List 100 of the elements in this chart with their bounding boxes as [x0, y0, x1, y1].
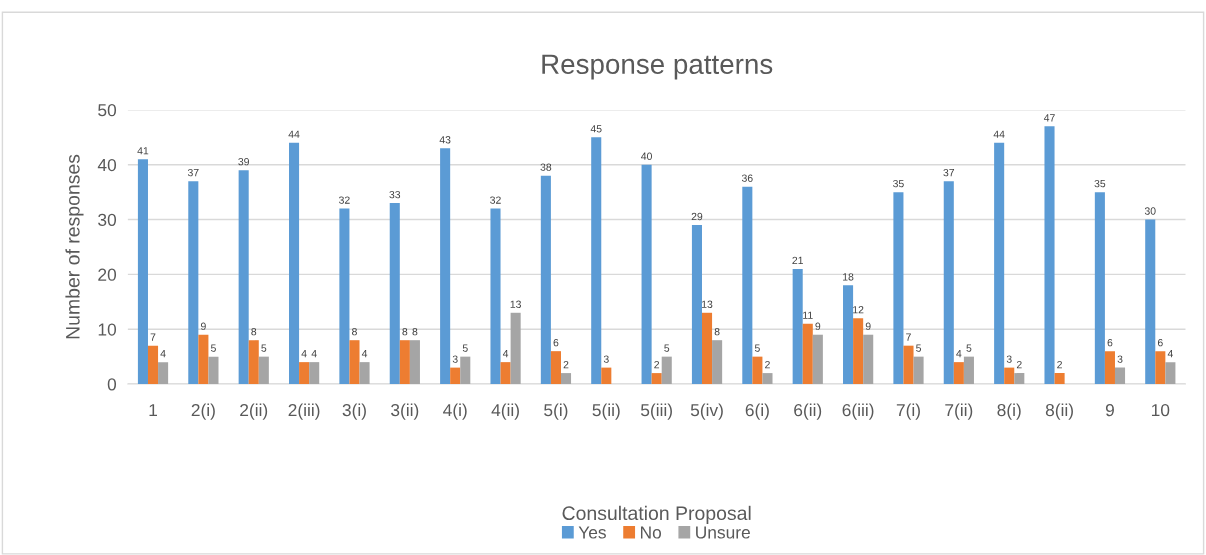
bar [641, 164, 652, 385]
bar [953, 362, 964, 385]
x-tick-label: 2(ii) [240, 403, 268, 420]
data-label: 36 [741, 174, 753, 182]
data-label: 5 [261, 344, 267, 352]
x-tick-label: 10 [1151, 403, 1170, 417]
x-tick-label: 6(i) [745, 403, 769, 420]
chart-title: Response patterns [542, 54, 773, 80]
data-label: 7 [906, 333, 911, 341]
bar [762, 373, 773, 385]
x-tick-label: 5(i) [544, 403, 568, 420]
bar [359, 362, 370, 385]
data-label: 18 [843, 273, 854, 281]
bar [560, 373, 572, 385]
x-tick-label: 8(i) [997, 403, 1021, 420]
bar [1104, 351, 1115, 385]
bar [158, 362, 169, 385]
bar [238, 170, 249, 385]
x-tick-label: 2(iii) [288, 403, 320, 420]
bar [591, 137, 602, 385]
data-label: 4 [956, 350, 962, 358]
data-label: 4 [301, 350, 307, 358]
data-label: 9 [815, 322, 821, 330]
y-tick-label: 40 [97, 158, 117, 172]
bar [1155, 351, 1166, 385]
data-label: 6 [553, 338, 559, 347]
bar [792, 268, 803, 385]
y-tick-label: 20 [98, 268, 117, 281]
x-tick-label: 3(i) [342, 403, 366, 420]
data-label: 32 [490, 196, 501, 204]
bar [712, 340, 723, 385]
bar [691, 225, 702, 385]
data-label: 8 [352, 327, 357, 336]
bar [147, 345, 159, 385]
data-label: 2 [1016, 360, 1022, 369]
bar [812, 334, 823, 385]
data-label: 29 [691, 212, 703, 221]
bar [994, 142, 1005, 385]
data-label: 8 [412, 327, 418, 336]
data-label: 8 [251, 327, 257, 336]
bar [299, 362, 310, 385]
bar [460, 356, 471, 385]
bar [601, 367, 612, 385]
bar [550, 351, 561, 385]
x-tick-label: 9 [1105, 403, 1114, 417]
x-tick-label: 4(ii) [491, 403, 519, 420]
data-label: 47 [1043, 114, 1055, 122]
data-label: 43 [439, 136, 451, 144]
bar [399, 340, 410, 385]
bar [450, 367, 461, 385]
bar [500, 362, 511, 385]
data-label: 4 [502, 350, 509, 358]
bar [943, 181, 954, 385]
data-label: 3 [452, 355, 458, 363]
data-label: 5 [210, 344, 216, 352]
x-tick-label: 5(iv) [690, 403, 723, 420]
x-tick-label: 7(i) [896, 403, 920, 420]
data-label: 6 [1157, 338, 1163, 347]
y-tick-label: 50 [98, 104, 117, 117]
legend-label: No [640, 526, 662, 539]
legend-label: Unsure [696, 526, 750, 539]
bar [440, 148, 451, 385]
data-label: 4 [160, 350, 166, 358]
data-label: 2 [1057, 360, 1062, 369]
data-label: 4 [1167, 350, 1173, 358]
data-label: 3 [1117, 355, 1123, 363]
data-label: 5 [462, 344, 468, 352]
data-label: 21 [792, 256, 803, 264]
data-label: 2 [765, 360, 770, 369]
legend-label: Yes [578, 526, 606, 539]
x-axis-title: Consultation Proposal [562, 505, 751, 524]
bar [893, 192, 904, 385]
bar [339, 208, 350, 385]
bar [1054, 373, 1065, 385]
data-label: 37 [943, 168, 955, 177]
bar [802, 323, 813, 385]
bar [903, 345, 914, 385]
data-label: 2 [563, 360, 569, 369]
data-label: 30 [1144, 207, 1156, 215]
x-tick-label: 7(ii) [945, 403, 973, 420]
data-label: 13 [702, 300, 713, 308]
bar [309, 362, 320, 385]
bar [863, 334, 874, 385]
data-label: 4 [311, 350, 317, 358]
data-label: 38 [540, 163, 552, 171]
bar [843, 285, 854, 385]
bar [208, 356, 219, 385]
data-label: 35 [1094, 179, 1106, 188]
data-label: 7 [150, 333, 156, 341]
y-tick-label: 30 [98, 213, 117, 227]
bar [1145, 219, 1156, 385]
bar [913, 356, 924, 385]
x-tick-label: 3(ii) [391, 403, 419, 420]
bar [1004, 367, 1015, 385]
data-label: 12 [853, 306, 864, 314]
x-tick-label: 6(ii) [794, 403, 822, 420]
bar [651, 373, 662, 385]
bar [389, 203, 400, 385]
bar [349, 340, 360, 385]
bar [137, 159, 148, 385]
